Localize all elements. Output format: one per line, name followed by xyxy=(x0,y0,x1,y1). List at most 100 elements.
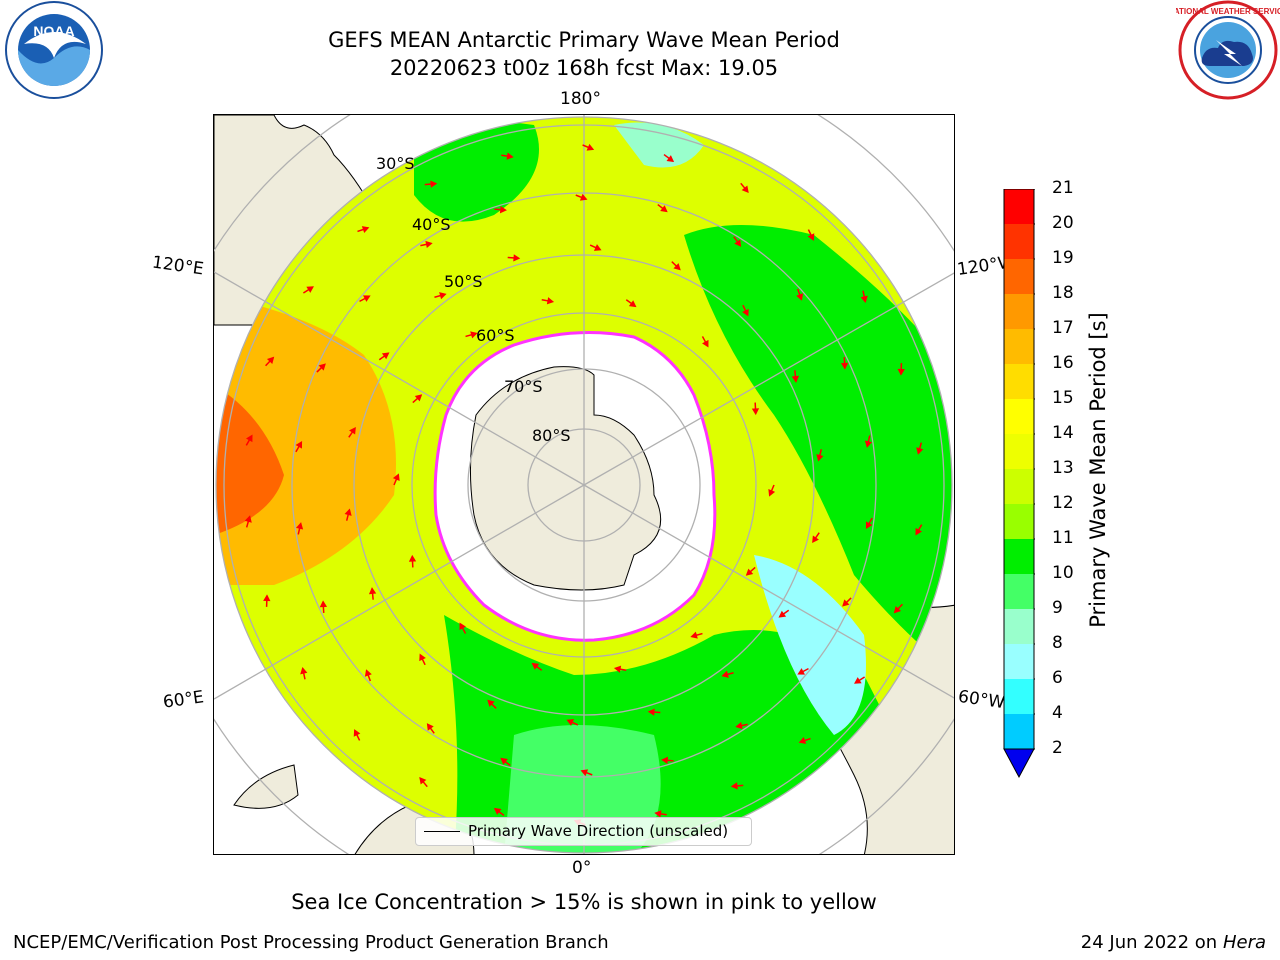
wave-direction-arrowhead xyxy=(499,206,507,214)
colorbar-cell xyxy=(1004,434,1034,469)
colorbar-tick-label: 14 xyxy=(1052,423,1074,443)
wave-direction-arrows xyxy=(244,143,924,827)
wave-direction-arrowhead xyxy=(702,339,709,348)
wave-direction-arrowhead xyxy=(419,777,427,785)
footer-credit: NCEP/EMC/Verification Post Processing Pr… xyxy=(13,932,609,953)
colorbar-tick-label: 4 xyxy=(1052,703,1063,723)
colorbar-cell xyxy=(1004,399,1034,434)
wave-direction-arrowhead xyxy=(628,300,637,308)
wave-direction-arrowhead xyxy=(897,368,905,376)
wave-direction-arrowhead xyxy=(916,447,924,455)
wave-direction-arrowhead xyxy=(419,653,426,662)
wave-direction-arrowhead xyxy=(513,254,521,262)
wave-direction-arrowhead xyxy=(295,440,303,449)
wave-direction-arrowhead xyxy=(742,308,749,317)
wave-direction-arrowhead xyxy=(768,488,776,497)
colorbar-cell xyxy=(1004,189,1034,224)
colorbar-cell xyxy=(1004,329,1034,364)
wave-direction-arrowhead xyxy=(593,244,602,251)
wave-direction-arrowhead xyxy=(666,155,675,163)
wave-direction-arrowhead xyxy=(807,233,815,241)
wave-direction-arrowhead xyxy=(816,454,824,462)
colorbar-cell xyxy=(1004,714,1034,749)
wave-direction-arrowhead xyxy=(791,375,800,383)
wave-direction-arrowhead xyxy=(306,286,314,293)
colorbar-tick-label: 20 xyxy=(1052,213,1074,233)
wave-direction-arrowhead xyxy=(487,699,495,707)
wave-direction-arrowhead xyxy=(392,473,400,482)
wave-direction-arrowhead xyxy=(363,295,371,302)
wave-direction-arrowhead xyxy=(425,240,433,249)
polar-map: 30°S 40°S 50°S 60°S 70°S 80°S xyxy=(214,115,954,854)
colorbar-tick-label: 9 xyxy=(1052,598,1063,618)
wave-direction-arrowhead xyxy=(426,723,434,731)
colorbar-tick-label: 2 xyxy=(1052,738,1063,758)
wave-direction-arrowhead xyxy=(263,594,271,602)
wave-direction-arrowhead xyxy=(546,297,555,305)
wave-direction-arrowhead xyxy=(893,605,902,614)
lon-label-bottom: 0° xyxy=(572,858,592,878)
page-title: GEFS MEAN Antarctic Primary Wave Mean Pe… xyxy=(328,28,840,52)
colorbar xyxy=(1003,189,1035,779)
wave-direction-arrowhead xyxy=(654,810,662,818)
colorbar-cell xyxy=(1004,259,1034,294)
wave-direction-arrowhead xyxy=(661,756,669,764)
wave-direction-arrowhead xyxy=(864,440,872,448)
wave-direction-arrowhead xyxy=(296,522,304,530)
wave-direction-arrowhead xyxy=(368,587,377,595)
wave-direction-arrowhead xyxy=(300,667,308,675)
wave-direction-arrowhead xyxy=(414,394,423,402)
wave-direction-arrowhead xyxy=(745,568,754,576)
legend: Primary Wave Direction (unscaled) xyxy=(415,817,752,846)
wave-direction-arrowhead xyxy=(266,356,275,365)
wave-direction-arrowhead xyxy=(353,729,361,737)
wave-direction-arrowhead xyxy=(647,708,655,716)
colorbar-cell xyxy=(1004,364,1034,399)
wave-direction-arrowhead xyxy=(690,631,698,639)
colorbar-tick-label: 12 xyxy=(1052,493,1074,513)
colorbar-cell xyxy=(1004,574,1034,609)
wave-direction-arrowhead xyxy=(506,152,514,160)
wave-direction-arrowhead xyxy=(246,434,253,443)
wave-direction-arrowhead xyxy=(580,769,589,777)
colorbar-cell xyxy=(1004,539,1034,574)
wave-direction-arrowhead xyxy=(734,239,742,247)
wave-direction-arrowhead xyxy=(586,143,595,151)
colorbar-tick-label: 16 xyxy=(1052,353,1074,373)
colorbar-tick-label: 6 xyxy=(1052,668,1063,688)
wave-direction-arrowhead xyxy=(660,205,668,213)
colorbar-tick-label: 11 xyxy=(1052,528,1074,548)
wave-direction-arrowhead xyxy=(344,508,352,516)
colorbar-tick-label: 19 xyxy=(1052,248,1074,268)
page-subtitle: 20220623 t00z 168h fcst Max: 19.05 xyxy=(389,56,779,80)
lon-label-60e: 60°E xyxy=(161,687,206,713)
wave-direction-arrowhead xyxy=(439,292,447,300)
footer-date-text: 24 Jun 2022 on xyxy=(1080,932,1218,953)
wave-direction-arrowhead xyxy=(531,662,540,670)
wave-direction-arrowhead xyxy=(500,757,508,765)
wave-direction-arrowhead xyxy=(778,610,787,618)
wave-direction-arrowhead xyxy=(741,185,749,193)
lat-label-80s: 80°S xyxy=(532,426,571,445)
lat-label-70s: 70°S xyxy=(504,377,543,396)
lat-label-40s: 40°S xyxy=(412,215,451,234)
colorbar-tick-label: 8 xyxy=(1052,633,1063,653)
wave-direction-arrowhead xyxy=(812,535,819,544)
meridians xyxy=(214,115,954,854)
wave-direction-arrowhead xyxy=(381,352,390,360)
wave-direction-arrowhead xyxy=(860,295,868,303)
map-panel: 30°S 40°S 50°S 60°S 70°S 80°S xyxy=(213,114,955,855)
wave-direction-arrowhead xyxy=(364,669,372,677)
wave-direction-arrowhead xyxy=(318,363,326,371)
wave-direction-arrowhead xyxy=(244,515,252,523)
lat-label-30s: 30°S xyxy=(376,154,415,173)
wave-direction-arrowhead xyxy=(613,665,622,673)
colorbar-cell xyxy=(1004,469,1034,504)
colorbar-tick-label: 18 xyxy=(1052,283,1074,303)
wave-direction-arrowhead xyxy=(459,622,466,631)
nws-logo: NATIONAL WEATHER SERVICE xyxy=(1168,0,1280,108)
colorbar-cell xyxy=(1004,609,1034,644)
wave-direction-arrowhead xyxy=(349,426,356,435)
antarctica xyxy=(433,331,717,642)
wave-direction-arrowhead xyxy=(915,527,922,536)
